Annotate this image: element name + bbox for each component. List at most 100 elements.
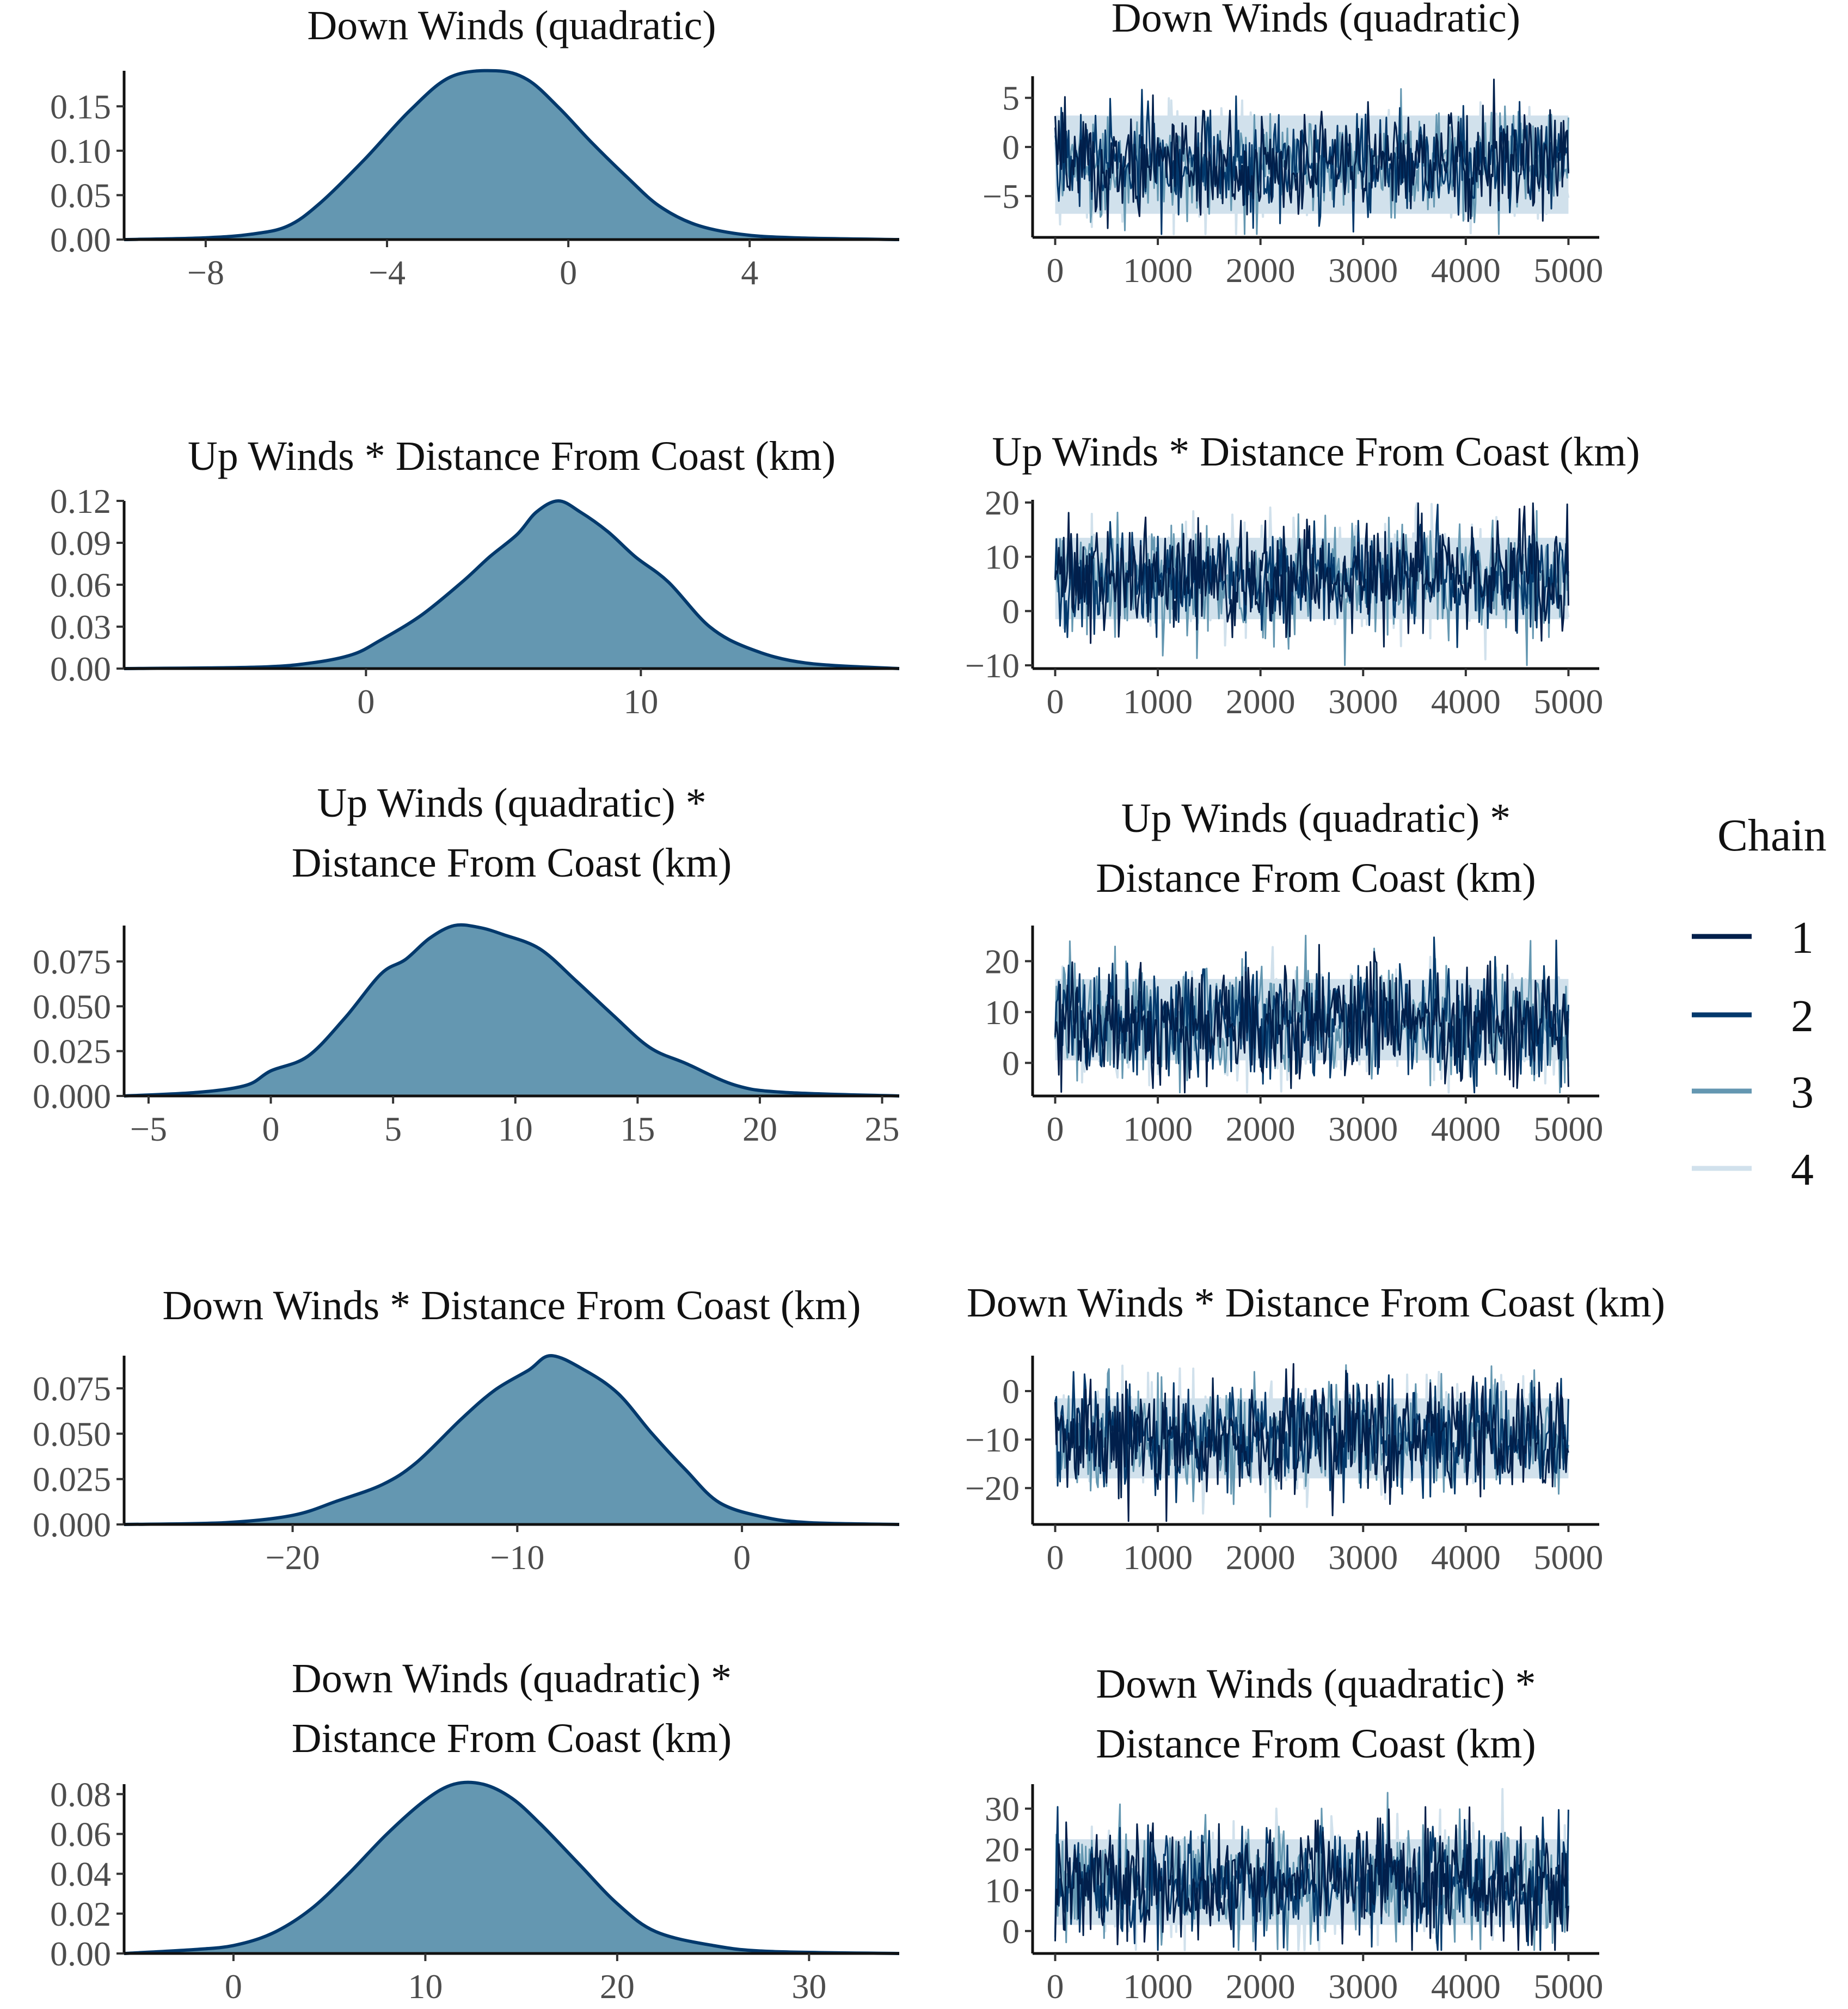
x-tick-label: −10	[490, 1538, 544, 1577]
panel-title: Down Winds * Distance From Coast (km)	[967, 1280, 1665, 1326]
panel-d4: Down Winds * Distance From Coast (km) −20…	[33, 1283, 900, 1577]
x-tick-label: 30	[791, 1967, 826, 2006]
y-tick-label: 0.025	[33, 1460, 111, 1499]
y-tick-label: 0.050	[33, 1414, 111, 1453]
y-tick-label: 0.05	[50, 176, 111, 215]
x-tick-label: 1000	[1123, 1538, 1193, 1577]
x-tick-label: 3000	[1328, 1110, 1398, 1148]
y-tick-label: −5	[983, 177, 1020, 216]
panel-t1: Down Winds (quadratic) 0 1000 2000 3000 4000 5…	[983, 0, 1604, 290]
trace-chain-2	[1054, 504, 1569, 648]
x-tick-label: 3000	[1328, 682, 1398, 721]
density-area	[124, 924, 899, 1096]
x-tick-label: 3000	[1328, 251, 1398, 290]
x-tick-label: 0	[225, 1967, 242, 2006]
density-line	[124, 923, 900, 1098]
panel-t5: Down Winds (quadratic) * Distance From Co…	[985, 1661, 1603, 2006]
x-tick-label: 0	[1046, 682, 1064, 721]
y-tick-label: 10	[985, 538, 1020, 577]
density-line	[124, 499, 900, 670]
y-tick-label: 0	[1002, 1044, 1020, 1082]
x-tick-label: 25	[865, 1110, 900, 1148]
trace-chain-1	[1054, 78, 1569, 229]
legend-label-chain-3: 3	[1791, 1067, 1814, 1118]
x-tick-label: 0	[357, 682, 374, 721]
x-tick-label: 4000	[1431, 251, 1501, 290]
trace-chain-1	[1054, 944, 1569, 1094]
x-tick-label: 15	[620, 1110, 655, 1148]
panel-title: Up Winds (quadratic) *	[317, 780, 706, 826]
x-tick-label: 2000	[1226, 1110, 1296, 1148]
x-tick-label: 2000	[1226, 251, 1296, 290]
y-tick-label: 0.02	[50, 1895, 111, 1933]
y-tick-label: 0.06	[50, 566, 111, 604]
x-tick-label: 0	[1046, 1538, 1064, 1577]
chain-legend: Chain 1 2 3 4	[1692, 810, 1827, 1195]
x-tick-label: 1000	[1123, 251, 1193, 290]
panel-title: Distance From Coast (km)	[292, 1716, 732, 1761]
density-area	[124, 1356, 899, 1524]
x-tick-label: −8	[187, 253, 224, 292]
panel-title: Down Winds (quadratic)	[1112, 0, 1520, 41]
y-tick-label: 0.10	[50, 132, 111, 170]
y-tick-label: 0.075	[33, 1369, 111, 1408]
y-tick-label: 0.075	[33, 942, 111, 981]
y-tick-label: −20	[965, 1469, 1020, 1508]
panels-group: Down Winds (quadratic) −8 −4 0 4 0.00 0.05 0.10…	[33, 0, 1665, 2006]
x-tick-label: −20	[266, 1538, 320, 1577]
panel-d1: Down Winds (quadratic) −8 −4 0 4 0.00 0.05 0.10…	[50, 3, 900, 292]
x-tick-label: 5000	[1533, 1538, 1603, 1577]
x-tick-label: 0	[733, 1538, 751, 1577]
y-tick-label: 0.12	[50, 482, 111, 520]
y-tick-label: −10	[965, 646, 1020, 685]
y-tick-label: 20	[985, 942, 1020, 981]
y-tick-label: 0.03	[50, 608, 111, 646]
x-tick-label: 0	[1046, 1110, 1064, 1148]
trace-chain-1	[1054, 1363, 1569, 1522]
x-tick-label: 10	[408, 1967, 443, 2006]
y-tick-label: 0.050	[33, 987, 111, 1026]
x-tick-label: 2000	[1226, 1967, 1296, 2006]
y-tick-label: 0.00	[50, 650, 111, 688]
y-tick-label: 10	[985, 1871, 1020, 1910]
y-tick-label: 10	[985, 993, 1020, 1032]
x-tick-label: −4	[369, 253, 406, 292]
x-tick-label: 0	[1046, 1967, 1064, 2006]
x-tick-label: 2000	[1226, 1538, 1296, 1577]
x-tick-label: 0	[1046, 251, 1064, 290]
panel-d3: Up Winds (quadratic) * Distance From Coas…	[33, 780, 900, 1148]
y-tick-label: 0	[1002, 1912, 1020, 1951]
panel-title: Down Winds (quadratic) *	[1096, 1661, 1536, 1707]
x-tick-label: 5000	[1533, 1110, 1603, 1148]
x-tick-label: −5	[130, 1110, 167, 1148]
density-line	[124, 1353, 900, 1526]
x-tick-label: 4000	[1431, 1967, 1501, 2006]
y-tick-label: 0	[1002, 592, 1020, 630]
x-tick-label: 10	[623, 682, 658, 721]
x-tick-label: 20	[600, 1967, 635, 2006]
x-tick-label: 20	[742, 1110, 777, 1148]
panel-title: Up Winds * Distance From Coast (km)	[992, 429, 1640, 475]
density-line	[124, 1780, 900, 1955]
legend-label-chain-2: 2	[1791, 991, 1814, 1042]
x-tick-label: 0	[560, 253, 577, 292]
x-tick-label: 5000	[1533, 251, 1603, 290]
y-tick-label: 5	[1002, 79, 1020, 118]
density-area	[124, 501, 899, 669]
panel-t2: Up Winds * Distance From Coast (km) 0 1000…	[965, 429, 1640, 721]
y-tick-label: 20	[985, 1830, 1020, 1869]
y-tick-label: 0.00	[50, 220, 111, 259]
trace-chain-1	[1054, 1806, 1569, 1951]
density-area	[124, 1782, 899, 1953]
x-tick-label: 4000	[1431, 682, 1501, 721]
panel-title: Distance From Coast (km)	[292, 840, 732, 886]
x-tick-label: 5000	[1533, 1967, 1603, 2006]
x-tick-label: 3000	[1328, 1967, 1398, 2006]
x-tick-label: 1000	[1123, 1967, 1193, 2006]
density-line	[124, 69, 900, 241]
y-tick-label: 0.025	[33, 1032, 111, 1071]
panel-title: Distance From Coast (km)	[1096, 855, 1536, 901]
density-area	[124, 70, 899, 240]
y-tick-label: 0.00	[50, 1934, 111, 1973]
